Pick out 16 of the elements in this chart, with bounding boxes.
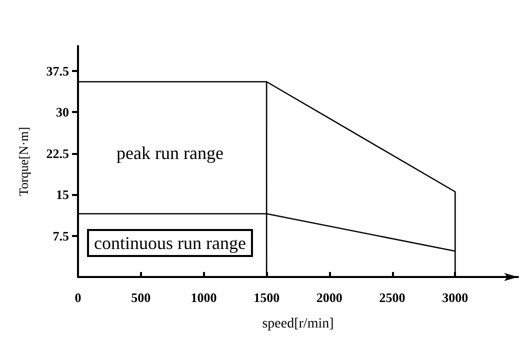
x-tick-label: 0 [74, 290, 82, 305]
y-tick-label: 22.5 [46, 146, 70, 161]
y-tick-label: 30 [56, 104, 69, 120]
x-tick-label: 500 [131, 290, 151, 305]
x-tick-label: 1000 [190, 290, 217, 305]
annotation: peak run range [116, 143, 224, 163]
x-axis-title: speed[r/min] [262, 316, 334, 332]
y-axis-title: Torque[N·m] [16, 126, 31, 196]
y-tick-label: 7.5 [52, 228, 70, 244]
x-tick-label: 3000 [442, 290, 468, 305]
y-tick-label: 15 [56, 187, 70, 202]
annotation: continuous run range [94, 233, 246, 253]
x-tick-label: 1500 [254, 290, 280, 305]
x-tick-label: 2000 [316, 290, 342, 305]
x-tick-label: 2500 [379, 290, 406, 305]
y-tick-label: 37.5 [46, 63, 70, 78]
